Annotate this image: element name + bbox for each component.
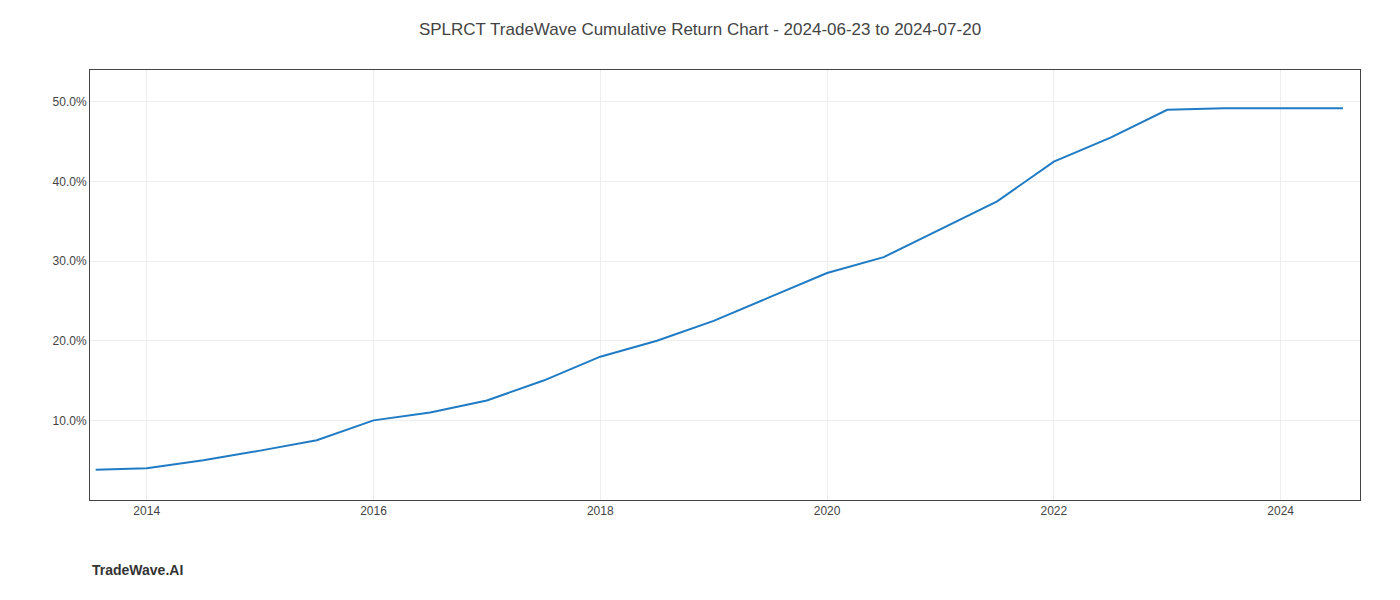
svg-text:2024: 2024 — [1267, 504, 1294, 518]
svg-text:50.0%: 50.0% — [53, 95, 87, 109]
svg-text:2018: 2018 — [587, 504, 614, 518]
svg-text:2022: 2022 — [1040, 504, 1067, 518]
svg-text:40.0%: 40.0% — [53, 175, 87, 189]
svg-text:20.0%: 20.0% — [53, 334, 87, 348]
svg-text:SPLRCT TradeWave Cumulative Re: SPLRCT TradeWave Cumulative Return Chart… — [419, 20, 981, 39]
svg-text:TradeWave.AI: TradeWave.AI — [92, 562, 183, 578]
svg-text:10.0%: 10.0% — [53, 414, 87, 428]
svg-text:2014: 2014 — [133, 504, 160, 518]
svg-text:30.0%: 30.0% — [53, 254, 87, 268]
svg-text:2020: 2020 — [814, 504, 841, 518]
svg-text:2016: 2016 — [360, 504, 387, 518]
